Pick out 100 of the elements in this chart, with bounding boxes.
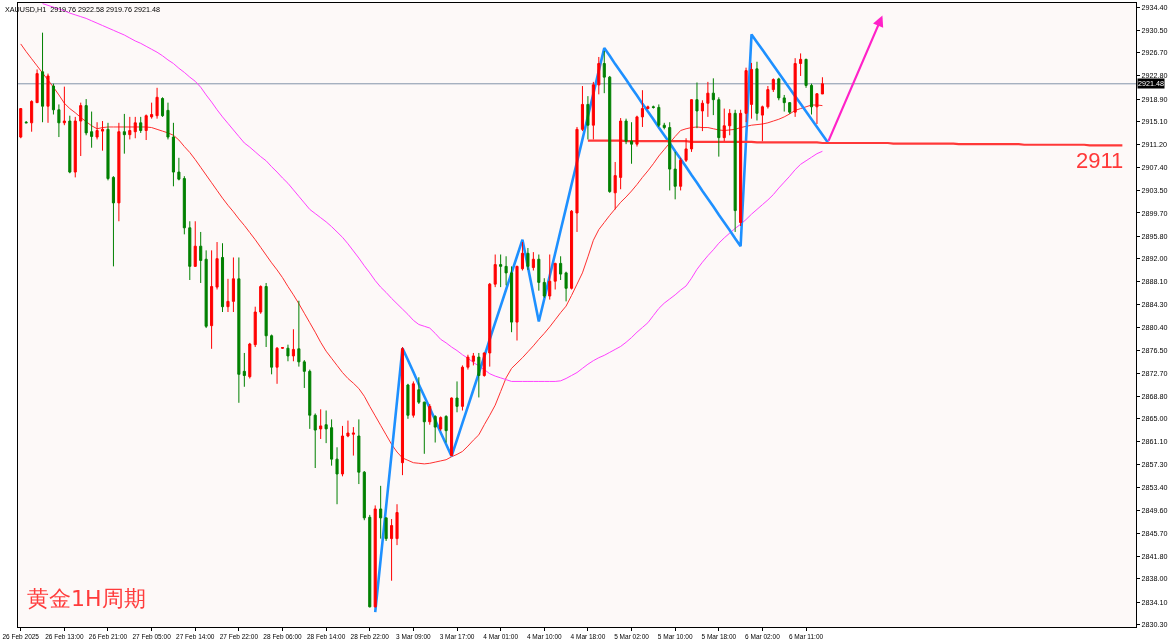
candlestick — [199, 231, 203, 284]
candlestick — [809, 83, 814, 116]
candlestick — [155, 87, 159, 120]
candlestick — [739, 109, 743, 227]
candlestick — [275, 346, 279, 385]
candlestick — [482, 351, 486, 378]
candlestick — [766, 85, 770, 110]
candlestick — [51, 83, 55, 116]
candlestick — [450, 396, 454, 457]
candlestick — [335, 446, 339, 505]
candlestick — [613, 161, 617, 210]
candlestick — [406, 383, 410, 420]
candlestick — [744, 67, 748, 123]
candlestick — [73, 116, 77, 178]
candlestick — [68, 115, 72, 174]
candlestick — [788, 101, 792, 115]
candlestick — [510, 265, 514, 333]
candlestick — [150, 102, 154, 120]
candlestick — [679, 157, 683, 191]
candlestick — [95, 121, 99, 140]
candlestick — [144, 114, 148, 141]
candlestick — [662, 122, 666, 130]
candlestick — [657, 103, 661, 128]
candlestick — [422, 401, 426, 455]
candlestick — [117, 122, 121, 222]
candlestick — [455, 380, 459, 413]
candlestick — [444, 414, 448, 444]
candlestick — [700, 99, 704, 132]
candlestick — [46, 73, 50, 124]
candlestick — [357, 418, 361, 485]
candlestick — [417, 376, 421, 405]
candlestick — [711, 77, 715, 116]
series-label: 2911 — [1076, 148, 1124, 173]
candlestick — [755, 61, 759, 121]
candlestick — [319, 408, 323, 440]
candlestick — [635, 115, 639, 148]
candlestick — [177, 157, 181, 181]
candlestick — [62, 86, 66, 126]
candlestick — [815, 92, 819, 125]
candlestick — [340, 425, 345, 477]
candlestick — [749, 62, 754, 120]
candlestick — [390, 518, 394, 582]
candlestick — [597, 56, 601, 95]
candlestick — [139, 116, 143, 134]
candlestick — [297, 300, 301, 368]
candlestick — [493, 254, 497, 288]
candlestick — [128, 116, 132, 140]
candlestick — [820, 76, 824, 95]
candlestick — [204, 249, 208, 329]
candlestick — [182, 175, 186, 235]
candlestick — [291, 328, 295, 362]
candlestick — [264, 282, 268, 348]
candlestick — [553, 262, 557, 290]
candlestick — [640, 89, 644, 128]
candlestick — [586, 95, 590, 140]
candlestick — [668, 121, 672, 191]
candlestick — [84, 98, 88, 136]
candlestick — [439, 415, 443, 432]
candlestick — [433, 414, 437, 444]
candlestick — [368, 514, 372, 608]
candlestick — [160, 96, 165, 118]
candlestick — [591, 81, 595, 140]
candlestick — [564, 271, 568, 302]
candlestick — [624, 118, 628, 145]
candlestick — [57, 103, 61, 138]
candlestick — [133, 116, 137, 139]
candlestick — [520, 241, 525, 272]
candlestick — [308, 369, 312, 430]
candlestick — [542, 277, 546, 299]
candlestick — [575, 126, 579, 233]
candlestick — [428, 403, 432, 426]
candlestick — [771, 77, 775, 93]
candlestick — [330, 418, 334, 467]
candlestick — [400, 346, 405, 476]
candlestick — [782, 94, 786, 113]
candlestick — [728, 108, 732, 136]
candlestick — [793, 57, 797, 118]
candlestick — [608, 75, 612, 194]
candlestick — [248, 342, 252, 379]
candlestick — [166, 102, 170, 140]
candlestick — [90, 111, 94, 149]
candlestick — [193, 220, 197, 268]
candlestick — [460, 364, 465, 411]
candlestick — [171, 122, 175, 187]
candlestick — [689, 98, 694, 153]
candlestick — [515, 265, 519, 342]
candlestick — [684, 137, 688, 163]
candlestick — [379, 485, 383, 540]
candlestick — [313, 412, 317, 469]
candlestick — [373, 504, 377, 608]
candlestick — [226, 278, 230, 313]
candlestick — [100, 120, 105, 152]
candlestick — [35, 68, 39, 104]
candlestick — [411, 380, 415, 419]
candlestick — [722, 108, 726, 142]
candlestick — [646, 105, 650, 110]
candlestick — [570, 209, 574, 290]
candlestick — [499, 254, 503, 288]
candlestick — [629, 121, 634, 165]
candlestick — [760, 105, 764, 142]
